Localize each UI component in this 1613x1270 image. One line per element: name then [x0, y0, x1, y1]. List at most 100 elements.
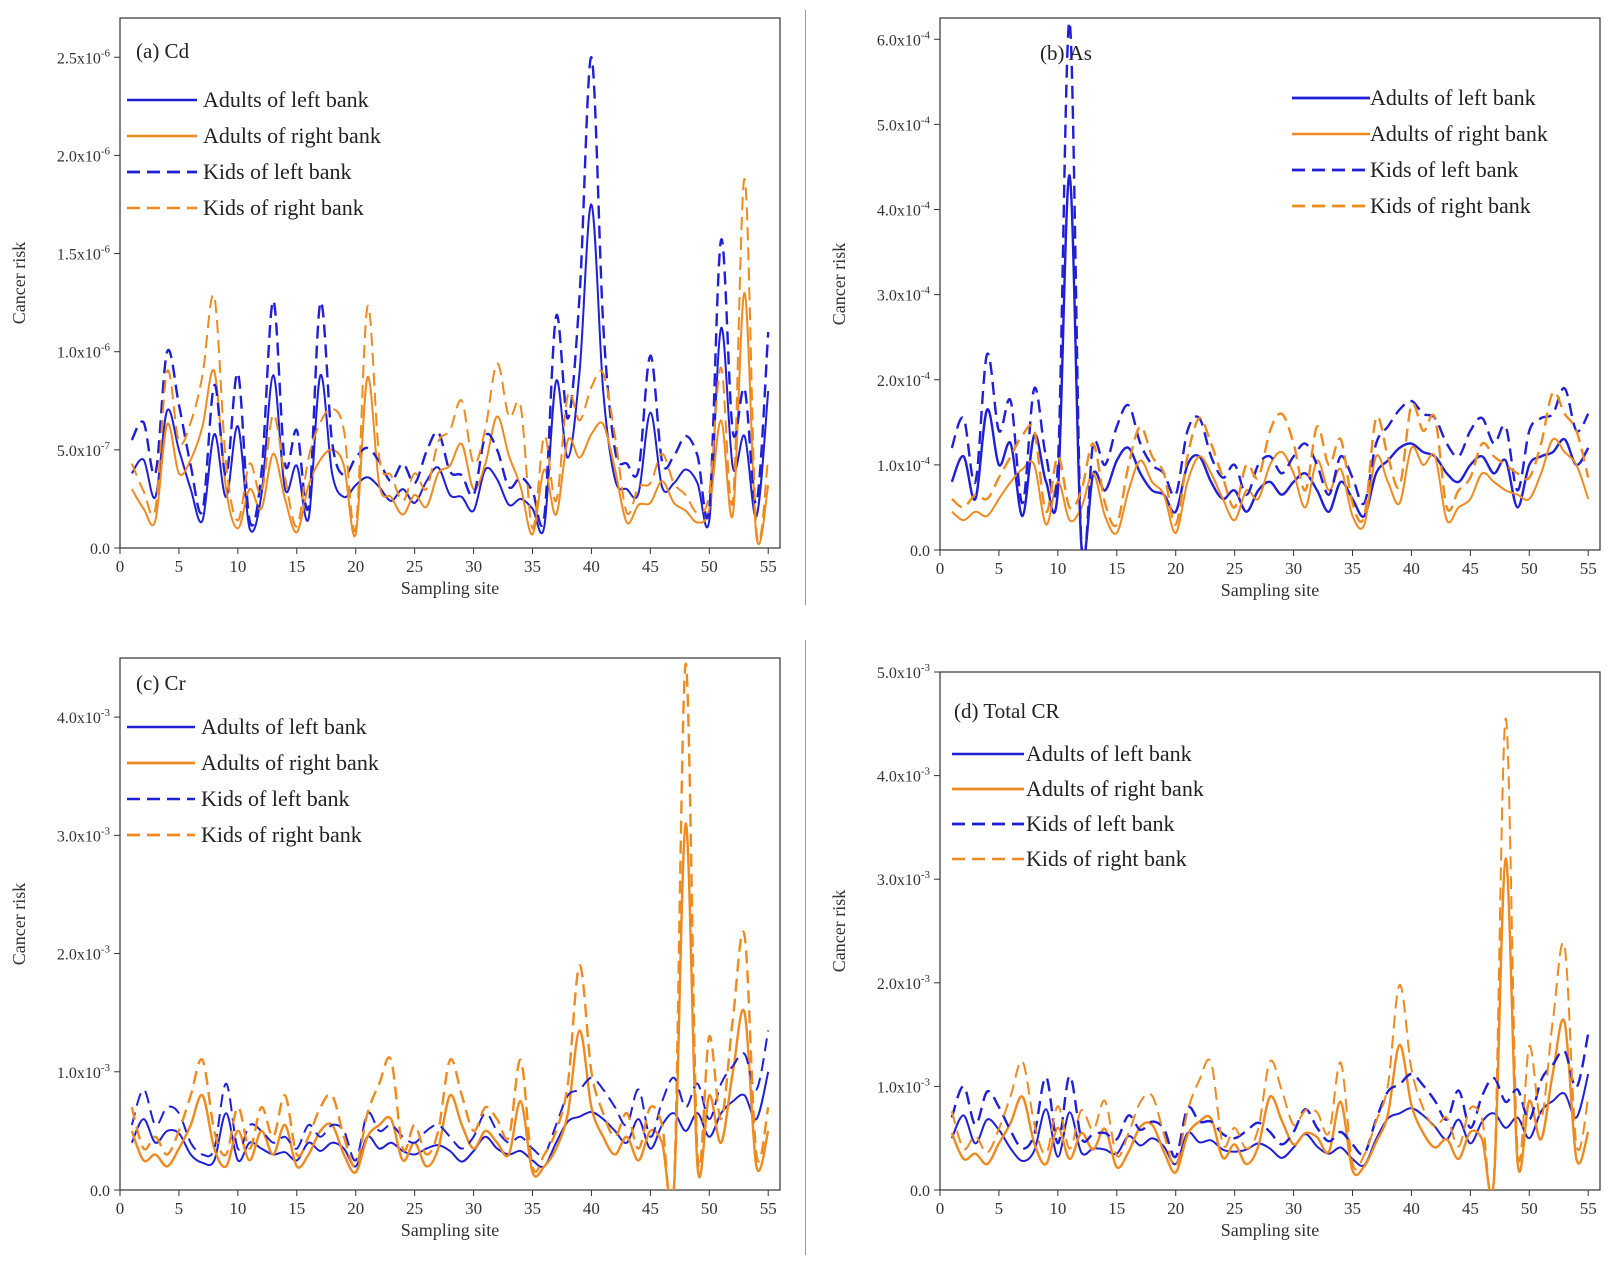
x-tick-label: 45: [642, 1199, 659, 1218]
x-tick-label: 30: [465, 557, 482, 576]
x-tick-label: 55: [1580, 559, 1597, 578]
plot-frame: [939, 671, 1601, 1191]
y-axis-label: Cancer risk: [9, 883, 29, 965]
x-tick-label: 5: [175, 557, 184, 576]
series-line-adults-of-left-bank: [950, 1073, 1590, 1167]
series-line-kids-of-right-bank: [951, 390, 1590, 528]
x-tick-label: 40: [583, 1199, 600, 1218]
x-tick-label: 55: [760, 1199, 777, 1218]
panel-c: 0 5 10 15 20 25 30 35 40 45 50 55 0.0 1.0x10-3 2.0x10-…: [9, 657, 781, 1240]
plot-frame: [939, 17, 1601, 551]
y-tick-label: 2.0x10-6: [57, 145, 111, 165]
x-tick-label: 55: [1580, 1199, 1597, 1218]
x-tick-label: 15: [288, 1199, 305, 1218]
series-line-kids-of-right-bank: [130, 177, 770, 543]
y-tick-label: 1.0x10-3: [877, 1076, 931, 1096]
x-tick-label: 10: [1049, 1199, 1066, 1218]
y-tick-label: 5.0x10-3: [877, 662, 931, 682]
x-axis-label: Sampling site: [1221, 1220, 1320, 1240]
x-tick-label: 45: [1462, 1199, 1479, 1218]
legend-label: Kids of left bank: [1370, 157, 1518, 182]
y-tick-label: 4.0x10-4: [877, 200, 931, 220]
x-tick-label: 35: [1344, 1199, 1361, 1218]
y-tick-label: 0.0: [90, 541, 110, 558]
panel-a: 0 5 10 15 20 25 30 35 40 45 50 55 0.0 5.0x10-7 1.0x10-…: [9, 17, 781, 598]
x-axis-label: Sampling site: [401, 1220, 500, 1240]
legend-label: Adults of right bank: [203, 123, 381, 148]
x-tick-label: 15: [1108, 559, 1125, 578]
y-axis-label: Cancer risk: [9, 242, 29, 324]
x-tick-label: 30: [465, 1199, 482, 1218]
x-tick-label: 10: [1049, 559, 1066, 578]
legend-label: Adults of left bank: [1026, 741, 1192, 766]
panel-b: 0 5 10 15 20 25 30 35 40 45 50 55 0.0 1.0x10-4 2.0x10-…: [829, 17, 1601, 600]
x-tick-label: 0: [936, 1199, 945, 1218]
legend-label: Kids of right bank: [1026, 846, 1187, 871]
series-line-kids-of-left-bank: [130, 1030, 770, 1162]
y-tick-label: 5.0x10-4: [877, 114, 931, 134]
plot-frame: [119, 657, 781, 1191]
x-tick-label: 25: [1226, 559, 1243, 578]
x-tick-label: 10: [229, 557, 246, 576]
x-tick-label: 5: [995, 1199, 1004, 1218]
legend-label: Adults of left bank: [201, 714, 367, 739]
y-tick-label: 2.5x10-6: [57, 47, 111, 67]
x-tick-label: 0: [936, 559, 945, 578]
legend-label: Adults of right bank: [1026, 776, 1204, 801]
x-tick-label: 20: [1167, 1199, 1184, 1218]
x-tick-label: 45: [642, 557, 659, 576]
x-tick-label: 40: [583, 557, 600, 576]
x-tick-label: 35: [1344, 559, 1361, 578]
y-tick-label: 1.0x10-3: [57, 1062, 111, 1082]
x-tick-label: 55: [760, 557, 777, 576]
y-tick-label: 0.0: [910, 1183, 930, 1200]
series-line-kids-of-left-bank: [950, 1033, 1590, 1159]
y-tick-label: 0.0: [910, 543, 930, 560]
y-axis-label: Cancer risk: [829, 890, 849, 972]
series-line-kids-of-left-bank: [950, 21, 1590, 550]
x-tick-label: 30: [1285, 559, 1302, 578]
y-tick-label: 0.0: [90, 1183, 110, 1200]
plot-frame: [119, 17, 781, 549]
x-tick-label: 20: [347, 1199, 364, 1218]
x-tick-label: 15: [288, 557, 305, 576]
legend-label: Kids of right bank: [1370, 193, 1531, 218]
legend-label: Adults of right bank: [1370, 121, 1548, 146]
panel-title: (d) Total CR: [954, 699, 1059, 723]
y-tick-label: 1.0x10-4: [877, 455, 931, 475]
y-tick-label: 1.5x10-6: [57, 244, 111, 264]
y-tick-label: 4.0x10-3: [57, 707, 111, 727]
vertical-divider-bottom: [805, 640, 806, 1255]
x-tick-label: 35: [524, 557, 541, 576]
x-tick-label: 30: [1285, 1199, 1302, 1218]
legend-label: Kids of left bank: [1026, 811, 1174, 836]
x-axis-label: Sampling site: [1221, 580, 1320, 600]
x-tick-label: 5: [175, 1199, 184, 1218]
x-tick-label: 15: [1108, 1199, 1125, 1218]
x-tick-label: 25: [1226, 1199, 1243, 1218]
series-line-adults-of-left-bank: [950, 174, 1590, 550]
x-tick-label: 20: [1167, 559, 1184, 578]
series-line-kids-of-left-bank: [130, 56, 770, 527]
y-tick-label: 2.0x10-3: [877, 973, 931, 993]
series-line-kids-of-right-bank: [130, 662, 770, 1190]
legend-label: Adults of right bank: [201, 750, 379, 775]
panel-d: 0 5 10 15 20 25 30 35 40 45 50 55 0.0 1.0x10-3 2.0x10-…: [829, 662, 1601, 1240]
series-line-adults-of-left-bank: [130, 203, 770, 535]
x-axis-label: Sampling site: [401, 578, 500, 598]
x-tick-label: 10: [229, 1199, 246, 1218]
panel-title: (a) Cd: [136, 39, 190, 63]
legend-label: Kids of left bank: [203, 159, 351, 184]
y-tick-label: 1.0x10-6: [57, 342, 111, 362]
x-tick-label: 50: [1521, 1199, 1538, 1218]
y-tick-label: 6.0x10-4: [877, 29, 931, 49]
x-tick-label: 20: [347, 557, 364, 576]
x-tick-label: 0: [116, 557, 125, 576]
x-tick-label: 50: [701, 557, 718, 576]
series-line-kids-of-right-bank: [950, 717, 1590, 1190]
y-axis-label: Cancer risk: [829, 243, 849, 325]
x-tick-label: 25: [406, 557, 423, 576]
legend-label: Adults of left bank: [1370, 85, 1536, 110]
